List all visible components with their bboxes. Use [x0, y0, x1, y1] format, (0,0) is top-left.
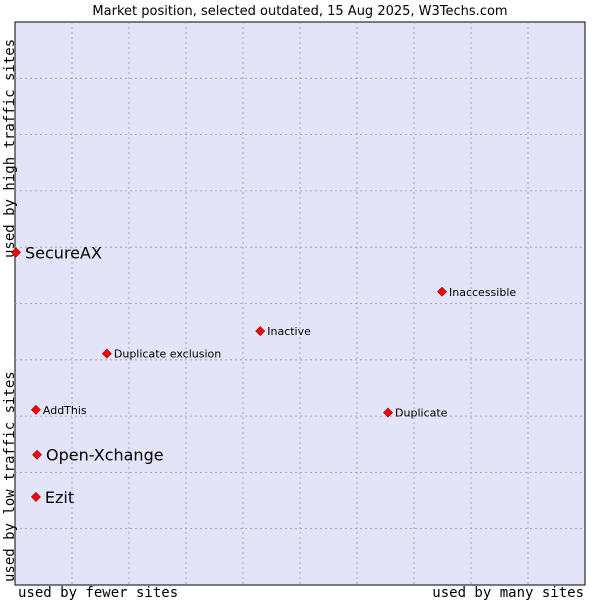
data-point-marker: [30, 404, 41, 415]
data-point-marker: [437, 286, 447, 297]
data-point-marker: [32, 449, 42, 460]
data-point-label: Ezit: [45, 488, 74, 507]
data-point-label: Open-Xchange: [46, 446, 164, 465]
grid-lines: [15, 22, 585, 585]
y-axis-label-top: used by high traffic sites: [2, 39, 18, 258]
data-point-label: SecureAX: [25, 243, 102, 262]
y-axis-label-bottom: used by low traffic sites: [2, 371, 18, 582]
data-point-marker: [101, 348, 112, 359]
data-point-label: Inaccessible: [449, 286, 516, 299]
data-point-label: Inactive: [267, 325, 311, 338]
data-point-label: Duplicate exclusion: [114, 348, 221, 361]
data-point-marker: [383, 407, 393, 418]
data-point-marker: [255, 326, 266, 337]
x-axis-label-right: used by many sites: [432, 585, 584, 600]
data-points: SecureAX Inaccessible Inactive Duplicate ex…: [11, 243, 516, 507]
data-point-marker: [11, 247, 21, 258]
data-point-label: AddThis: [43, 404, 87, 417]
data-point-label: Duplicate: [395, 407, 448, 420]
chart-title: Market position, selected outdated, 15 A…: [92, 4, 507, 19]
x-axis-label-left: used by fewer sites: [18, 585, 178, 600]
data-point-marker: [30, 491, 41, 502]
